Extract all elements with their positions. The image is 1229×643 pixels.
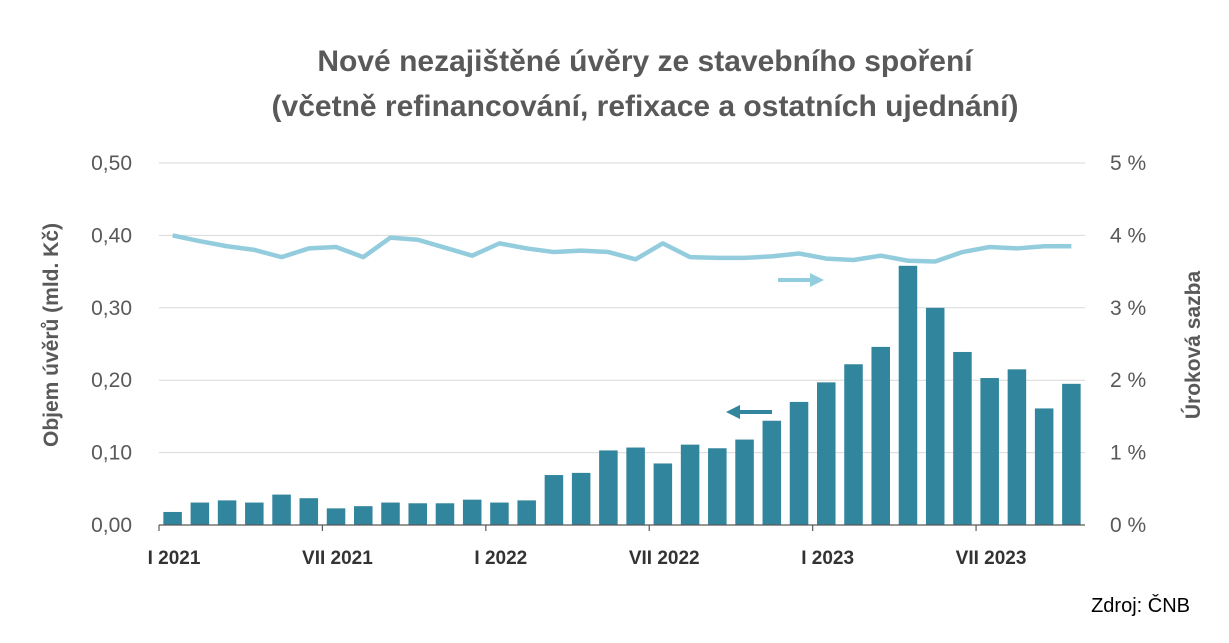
bar <box>599 450 618 525</box>
bar <box>490 502 509 525</box>
right-axis-label: Úroková sazba <box>1181 271 1205 420</box>
left-tick-label: 0,40 <box>91 224 132 247</box>
line-series <box>172 233 1072 264</box>
bar <box>1062 383 1081 525</box>
right-tick-label: 0 % <box>1110 514 1146 537</box>
bar <box>272 494 291 525</box>
left-axis-ticks: 0,00 0,10 0,20 0,30 0,40 0,50 <box>91 152 132 537</box>
bar <box>817 382 836 525</box>
bar-series <box>163 265 1081 525</box>
x-tick-label: VII 2022 <box>629 548 700 569</box>
arrow-left-icon <box>726 405 772 419</box>
bar <box>898 265 918 525</box>
bar <box>163 511 182 525</box>
chart-title-line-1: Nové nezajištěné úvěry ze stavebního spo… <box>317 45 974 78</box>
bar <box>844 364 863 525</box>
right-tick-label: 1 % <box>1110 442 1146 465</box>
x-axis: I 2021 VII 2021 I 2022 VII 2022 I 2023 VII 20… <box>148 524 1085 569</box>
left-tick-label: 0,00 <box>91 514 132 537</box>
bar <box>680 444 700 525</box>
bar <box>871 346 890 525</box>
bar <box>735 439 754 525</box>
bar <box>245 502 264 525</box>
bar <box>544 475 564 525</box>
bar <box>980 378 999 525</box>
bar <box>1007 369 1027 525</box>
arrow-right-icon <box>778 273 824 287</box>
bar <box>953 351 972 525</box>
bar <box>217 500 237 525</box>
x-tick-label: I 2022 <box>474 548 527 569</box>
right-tick-label: 3 % <box>1110 297 1146 320</box>
bar <box>381 502 400 525</box>
x-tick-label: VII 2023 <box>956 548 1027 569</box>
right-tick-label: 2 % <box>1110 369 1146 392</box>
left-tick-label: 0,30 <box>91 297 132 320</box>
bar <box>789 401 809 525</box>
bar <box>326 508 346 525</box>
bar <box>626 447 645 525</box>
right-tick-label: 5 % <box>1110 152 1146 175</box>
bar <box>408 503 427 525</box>
bar <box>299 498 319 525</box>
left-tick-label: 0,50 <box>91 152 132 175</box>
bar <box>517 500 536 525</box>
rate-line <box>172 233 1072 264</box>
left-tick-label: 0,20 <box>91 369 132 392</box>
chart-title-line-2: (včetně refinancování, refixace a ostatn… <box>272 90 1019 123</box>
bar <box>708 448 727 525</box>
bar <box>435 503 455 525</box>
x-tick-label: I 2023 <box>801 548 854 569</box>
right-tick-label: 4 % <box>1110 224 1146 247</box>
right-axis-ticks: 0 % 1 % 2 % 3 % 4 % 5 % <box>1110 152 1146 537</box>
gridlines <box>159 162 1085 454</box>
left-tick-label: 0,10 <box>91 442 132 465</box>
bar <box>653 463 673 525</box>
bar <box>1034 408 1054 525</box>
bar <box>462 499 482 525</box>
bar <box>354 506 373 525</box>
bar <box>925 307 945 525</box>
bar <box>190 502 210 525</box>
left-axis-label: Objem úvěrů (mld. Kč) <box>40 223 63 447</box>
x-tick-label: I 2021 <box>148 548 201 569</box>
source-note: Zdroj: ČNB <box>1091 594 1190 617</box>
bar <box>762 420 782 525</box>
x-tick-label: VII 2021 <box>302 548 373 569</box>
bar <box>571 472 591 525</box>
